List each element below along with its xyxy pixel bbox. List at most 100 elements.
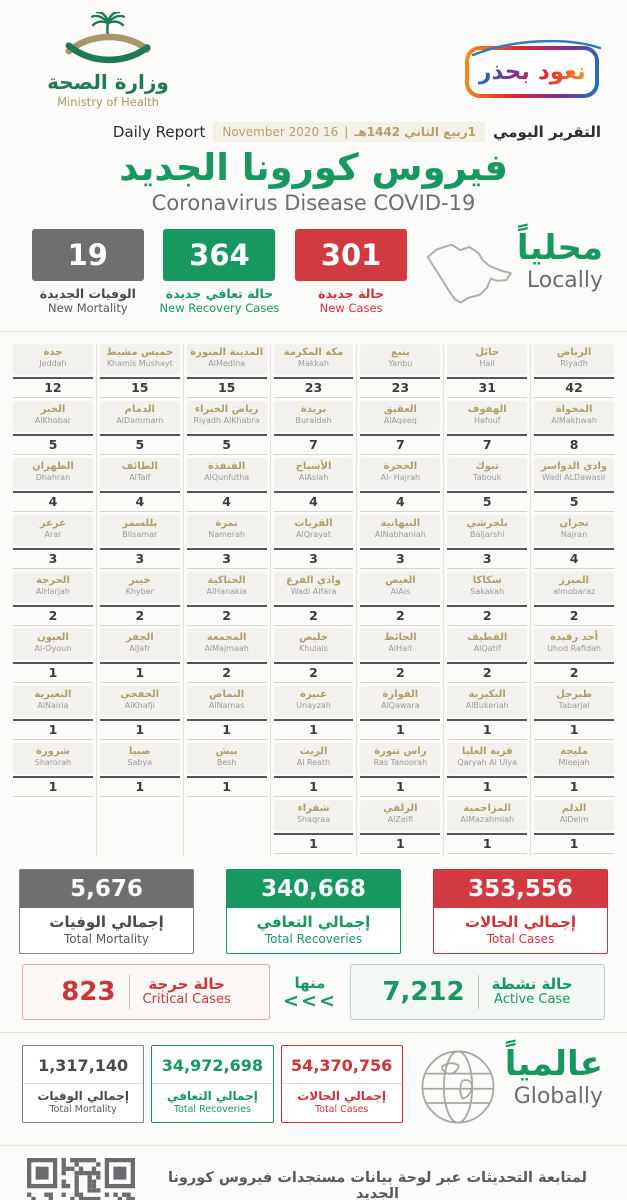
globe-icon [418, 1047, 498, 1131]
city-name-box: القنفذة AlQunfutha [186, 458, 267, 489]
city-name-en: AlMazahmiah [460, 815, 515, 824]
new-cases-value: 301 [295, 229, 408, 281]
ministry-name-ar: وزارة الصحة [47, 70, 169, 94]
vertical-divider [477, 975, 479, 1009]
city-name-box: بلجرشي Baljarshi [447, 515, 528, 546]
city-name-en: Sharorah [34, 758, 72, 767]
city-name-ar: القنفذة [207, 461, 246, 472]
new-mortality-value: 19 [31, 229, 144, 281]
city-name-en: AlNamas [208, 701, 245, 710]
city-name-ar: بللسمر [122, 518, 158, 529]
city-case-count: 4 [99, 491, 180, 512]
city-name-ar: مليجة [560, 746, 588, 757]
city-cell: الرياض Riyadh 42 [534, 344, 615, 398]
city-cell: الحائط AlHait 2 [360, 629, 441, 683]
city-name-en: AlDelm [559, 815, 589, 824]
city-name-box: أحد رفيدة Uhod Rafidah [534, 629, 615, 660]
city-name-en: AlHarjah [35, 587, 70, 596]
city-name-ar: الحرجة [35, 575, 70, 586]
city-name-en: AlAis [390, 587, 411, 596]
city-case-count: 1 [273, 719, 354, 740]
total-recoveries-label-ar: إجمالي التعافي [256, 913, 371, 931]
city-name-box: طبرجل Tabarjal [534, 686, 615, 717]
city-case-count: 31 [447, 377, 528, 398]
city-name-box: الحائط AlHait [360, 629, 441, 660]
city-cell: الأسياح AlAsiah 4 [273, 458, 354, 512]
city-name-box: العيون Al-Oyoun [13, 629, 93, 660]
city-case-count: 1 [447, 776, 528, 797]
city-cell: خميس مشيط Khamis Mushayt 15 [99, 344, 180, 398]
city-name-ar: القريات [294, 518, 333, 529]
header: وزارة الصحة Ministry of Health نعود بحذر [0, 0, 627, 120]
city-name-ar: عنيزة [299, 689, 328, 700]
city-name-ar: عرعر [39, 518, 66, 529]
city-name-ar: قرية العليا [461, 746, 513, 757]
city-name-ar: الظهران [32, 461, 74, 472]
city-case-count: 2 [99, 605, 180, 626]
city-case-count: 5 [534, 491, 615, 512]
global-cases-label-ar: إجمالي الحالات [297, 1089, 387, 1103]
city-name-ar: الحناكية [207, 575, 246, 586]
total-cases-label-en: Total Cases [486, 932, 555, 946]
total-recoveries-box: 340,668 إجمالي التعافي Total Recoveries [226, 869, 401, 954]
divider [0, 1145, 627, 1146]
city-cell: النبهانية AlNabhaniah 3 [360, 515, 441, 569]
new-mortality-stat: 19 الوفيات الجديدة New Mortality [22, 229, 154, 315]
total-cases-box: 353,556 إجمالي الحالات Total Cases [433, 869, 608, 954]
city-case-count: 4 [186, 491, 267, 512]
city-name-en: AlQrayat [296, 530, 331, 539]
city-name-en: Unayzah [296, 701, 331, 710]
city-name-en: Yanbu [388, 359, 413, 368]
city-name-ar: الخبر [40, 404, 66, 415]
city-case-count: 1 [99, 662, 180, 683]
city-name-ar: جدة [43, 347, 63, 358]
city-cell: المزاحمية AlMazahmiah 1 [447, 800, 528, 854]
active-cases-value: 7,212 [382, 977, 465, 1007]
vertical-divider [128, 975, 130, 1009]
city-name-box: بللسمر Bllsamar [99, 515, 180, 546]
city-case-count: 5 [447, 491, 528, 512]
report-title-line: التقرير اليومي 1ربيع الثاني 1442هـ | 16 … [0, 120, 627, 142]
city-name-box: العيص AlAis [360, 572, 441, 603]
city-name-box: شرورة Sharorah [13, 743, 93, 774]
city-name-en: AlBukeriah [465, 701, 509, 710]
city-cell: بريدة Buraidah 7 [273, 401, 354, 455]
city-name-box: الظهران Dhahran [13, 458, 93, 489]
divider [0, 331, 627, 332]
city-case-count: 3 [186, 548, 267, 569]
city-name-box: النماص AlNamas [186, 686, 267, 717]
city-cell: القريات AlQrayat 3 [273, 515, 354, 569]
city-name-box: النعيرية AlNairia [13, 686, 93, 717]
city-name-box: شقراء Shaqraa [273, 800, 354, 831]
cases-breakdown-row: 823 حالة حرجة Critical Cases منها <<< 7,… [0, 962, 627, 1028]
city-cell: النعيرية AlNairia 1 [13, 686, 93, 740]
moh-logo: وزارة الصحة Ministry of Health [18, 10, 198, 109]
cities-grid: جدة Jeddah 12 الخبر AlKhobar 5 الظهران Dhahran 4… [0, 336, 627, 859]
city-name-box: مليجة Mleejah [534, 743, 615, 774]
city-name-box: الخفجي AlKhafji [99, 686, 180, 717]
city-name-ar: الحائط [384, 632, 417, 643]
city-cell: القطيف AlQatif 2 [447, 629, 528, 683]
page-title-en: Coronavirus Disease COVID-19 [151, 191, 476, 215]
critical-cases-label-ar: حالة حرجة [148, 974, 225, 993]
city-name-ar: بريدة [300, 404, 327, 415]
new-recoveries-stat: 364 حالة تعافي جديدة New Recovery Cases [154, 229, 286, 315]
city-name-box: تبوك Tabouk [447, 458, 528, 489]
city-name-box: الريث Al Reath [273, 743, 354, 774]
city-cell: الطائف AlTaif 4 [99, 458, 180, 512]
city-name-ar: العيون [37, 632, 69, 643]
city-name-en: Tabouk [473, 473, 502, 482]
city-name-box: حائل Hail [447, 344, 528, 375]
date-separator: | [344, 125, 349, 139]
city-name-en: AlZelfi [387, 815, 414, 824]
city-cell: المدينة المنورة AlMedina 15 [186, 344, 267, 398]
city-name-ar: البكيرية [468, 689, 506, 700]
city-case-count: 12 [13, 377, 93, 398]
city-name-ar: ينبع [390, 347, 410, 358]
city-name-ar: سكاكا [472, 575, 502, 586]
city-name-ar: الدمام [124, 404, 155, 415]
city-name-en: Wadi ALDawasir [541, 473, 607, 482]
global-recoveries-value: 34,972,698 [152, 1046, 273, 1084]
city-name-ar: النبهانية [380, 518, 421, 529]
